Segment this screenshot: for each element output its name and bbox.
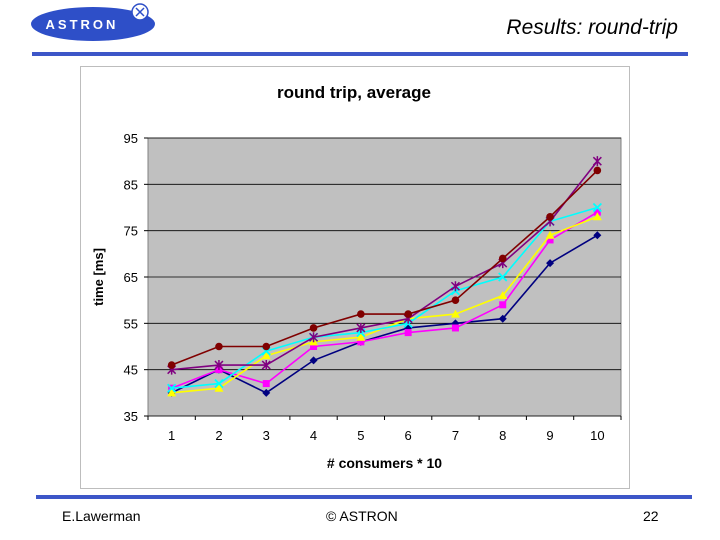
data-point: [499, 301, 507, 309]
series-line: [171, 206, 598, 389]
data-point: [215, 342, 223, 351]
logo-text: ASTRON: [46, 17, 119, 32]
data-point: [167, 388, 177, 397]
data-point: [404, 329, 412, 337]
data-point: [546, 236, 554, 244]
y-tick-label: 65: [124, 270, 138, 285]
data-point: [498, 254, 507, 263]
x-axis-label: # consumers * 10: [327, 455, 442, 471]
data-point: [214, 378, 224, 389]
data-point: [593, 231, 602, 240]
bottom-divider: [36, 495, 692, 499]
data-point: [309, 332, 319, 343]
data-point: [357, 310, 365, 318]
data-point: [356, 332, 366, 341]
y-tick-label: 35: [124, 409, 138, 424]
y-tick-label: 45: [124, 363, 138, 378]
data-point: [592, 212, 602, 221]
top-divider: [32, 52, 688, 56]
x-tick-label: 3: [263, 428, 270, 443]
series-line: [171, 169, 598, 366]
logo-ellipse: [31, 7, 155, 41]
data-point: [261, 360, 271, 371]
series-line: [171, 234, 598, 394]
data-point: [545, 230, 555, 239]
x-tick-label: 9: [546, 428, 553, 443]
data-point: [546, 259, 555, 268]
data-point: [451, 324, 459, 332]
data-point: [214, 360, 224, 371]
x-tick-label: 10: [590, 428, 604, 443]
data-point: [450, 281, 460, 292]
data-point: [592, 202, 602, 213]
x-tick-label: 7: [452, 428, 459, 443]
data-point: [498, 291, 508, 300]
data-point: [404, 310, 412, 318]
y-tick-label: 95: [124, 131, 138, 146]
series-line: [171, 160, 598, 371]
data-point: [498, 272, 508, 282]
x-tick-label: 5: [357, 428, 364, 443]
data-point: [309, 324, 318, 332]
series-line: [171, 211, 598, 389]
data-point: [310, 343, 318, 350]
logo-x-icon: [135, 7, 145, 17]
data-point: [214, 383, 224, 392]
data-point: [262, 342, 271, 351]
footer-author: E.Lawerman: [62, 508, 141, 524]
x-tick-label: 4: [310, 428, 317, 443]
y-tick-label: 85: [124, 177, 138, 192]
data-point: [356, 322, 366, 333]
data-point: [167, 383, 177, 393]
chart-title: round trip, average: [277, 83, 431, 102]
x-tick-label: 1: [168, 428, 175, 443]
footer-copyright: © ASTRON: [326, 508, 398, 524]
y-tick-label: 75: [124, 224, 138, 239]
data-point: [593, 166, 602, 175]
y-tick-label: 55: [124, 316, 138, 331]
data-point: [261, 351, 271, 360]
y-axis-label: time [ms]: [91, 248, 106, 306]
series-layer: [167, 156, 602, 397]
slide-title: Results: round-trip: [506, 16, 678, 39]
data-point: [309, 356, 318, 365]
y-axis-ticks: 35 45 55 65 75 85 95: [124, 131, 148, 424]
data-point: [167, 361, 176, 369]
x-tick-label: 8: [499, 428, 506, 443]
data-point: [451, 296, 460, 304]
data-point: [262, 380, 270, 388]
data-point: [593, 208, 601, 216]
page-number: 22: [643, 508, 659, 524]
x-axis-ticks: 1 2 3 4 5 6 7 8 9 10: [147, 416, 622, 443]
data-point: [450, 309, 460, 318]
x-tick-label: 2: [215, 428, 222, 443]
astron-logo: ASTRON: [31, 3, 155, 41]
data-point: [498, 314, 507, 323]
data-point: [546, 212, 554, 221]
series-6: [167, 166, 602, 369]
data-point: [357, 338, 365, 346]
x-tick-label: 6: [405, 428, 412, 443]
data-point: [262, 388, 271, 397]
data-point: [592, 156, 602, 167]
